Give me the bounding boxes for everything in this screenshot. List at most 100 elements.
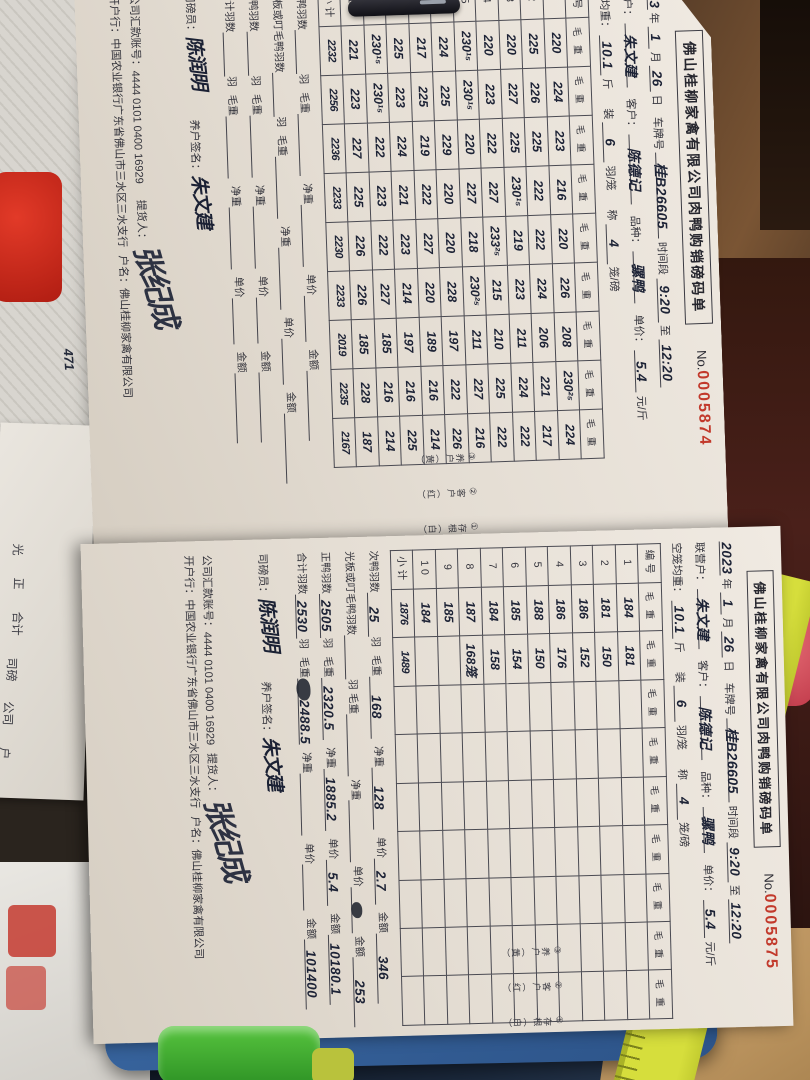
weight-cell[interactable]: 158 <box>482 634 507 685</box>
customer-value[interactable]: 陈德记 <box>628 134 645 204</box>
price-value[interactable]: 5.4 <box>702 900 720 939</box>
total-price[interactable] <box>232 297 248 343</box>
partner-value[interactable]: 朱文建 <box>694 588 714 650</box>
weight-cell[interactable]: 222 <box>490 412 514 462</box>
weight-cell[interactable]: 219 <box>412 121 436 171</box>
weight-cell[interactable] <box>551 681 576 731</box>
bare-price[interactable] <box>350 886 366 933</box>
weigher-signature[interactable]: 陈润明 <box>182 34 210 91</box>
cull-amount[interactable] <box>306 370 322 440</box>
prime-gross[interactable] <box>250 115 266 177</box>
cages-per-scale-value[interactable]: 4 <box>606 223 622 263</box>
weight-cell[interactable]: 227 <box>416 219 440 269</box>
weight-cell[interactable]: 229 <box>435 120 459 170</box>
weight-cell[interactable]: 233²⁵ <box>483 216 507 266</box>
prime-amount[interactable]: 10180.1 <box>327 934 344 1005</box>
weight-cell[interactable] <box>530 730 554 780</box>
weight-cell[interactable] <box>443 878 468 928</box>
weight-cell[interactable]: 224 <box>558 410 582 460</box>
weight-cell[interactable] <box>486 780 511 830</box>
subtotal-cell[interactable]: 2230 <box>326 222 350 272</box>
weight-cell[interactable]: 181 <box>617 631 642 681</box>
breed-value[interactable]: 骡鸭 <box>633 251 650 303</box>
total-net[interactable] <box>229 206 245 268</box>
weight-cell[interactable]: 221 <box>392 170 416 220</box>
weight-cell[interactable]: 220 <box>437 169 461 219</box>
subtotal-cell[interactable]: 2019 <box>329 320 353 370</box>
weight-cell[interactable]: 225 <box>525 117 549 167</box>
weight-cell[interactable] <box>468 974 493 1024</box>
bare-gross[interactable] <box>346 713 362 777</box>
subtotal-cell[interactable] <box>393 685 418 735</box>
weight-cell[interactable] <box>553 778 578 828</box>
weight-cell[interactable]: 222 <box>414 170 438 220</box>
weight-cell[interactable] <box>467 926 492 976</box>
weigher-signature[interactable]: 陈润明 <box>254 596 282 653</box>
weight-cell[interactable] <box>528 682 553 732</box>
weight-cell[interactable]: 223 <box>507 265 531 315</box>
weight-cell[interactable]: 224 <box>390 122 414 172</box>
total-gross[interactable] <box>226 116 242 178</box>
weight-cell[interactable] <box>573 681 598 731</box>
weight-cell[interactable]: 216 <box>376 367 400 417</box>
weight-cell[interactable] <box>485 731 509 781</box>
weight-cell[interactable] <box>506 682 531 732</box>
weight-cell[interactable] <box>461 684 486 734</box>
weight-cell[interactable] <box>446 975 471 1025</box>
weight-cell[interactable]: 214 <box>378 416 402 466</box>
weight-cell[interactable]: 189 <box>419 317 443 367</box>
weight-cell[interactable] <box>463 780 488 830</box>
subtotal-cell[interactable]: 2232 <box>319 26 343 76</box>
weight-cell[interactable] <box>445 926 469 976</box>
weight-cell[interactable]: 230¹⁵ <box>456 70 480 120</box>
month-value[interactable]: 1 <box>648 26 664 49</box>
plate-value[interactable]: 桂B26605 <box>724 718 744 803</box>
weight-cell[interactable]: 230²⁵ <box>462 266 486 316</box>
weight-cell[interactable]: 219 <box>506 216 530 266</box>
weight-cell[interactable] <box>511 876 536 926</box>
weight-cell[interactable]: 223 <box>343 74 367 124</box>
weight-cell[interactable]: 217 <box>409 23 433 73</box>
birds-per-cage-value[interactable]: 6 <box>602 122 618 162</box>
weight-cell[interactable]: 222 <box>528 215 552 265</box>
weight-cell[interactable]: 224 <box>530 264 554 314</box>
weight-cell[interactable]: 226 <box>523 68 547 118</box>
pickup-signature[interactable]: 张纪成 <box>127 241 183 332</box>
breed-value[interactable]: 骡鸭 <box>700 806 719 854</box>
weight-cell[interactable] <box>623 873 648 923</box>
bare-amount[interactable] <box>284 413 300 483</box>
month-value[interactable]: 1 <box>720 592 736 615</box>
weight-cell[interactable]: 211 <box>509 313 533 363</box>
weight-cell[interactable] <box>437 636 462 686</box>
bare-count[interactable] <box>272 72 288 116</box>
year-value[interactable]: 2023 <box>646 0 662 10</box>
weight-cell[interactable] <box>415 636 439 686</box>
weight-cell[interactable] <box>533 876 558 926</box>
weight-cell[interactable]: 225 <box>386 24 410 74</box>
weight-cell[interactable]: 150 <box>527 633 552 683</box>
total-price[interactable] <box>302 863 318 911</box>
weight-cell[interactable]: 168笼 <box>460 635 484 685</box>
weight-cell[interactable] <box>621 776 646 826</box>
day-value[interactable]: 26 <box>649 65 665 92</box>
plate-value[interactable]: 桂B26605 <box>655 152 673 238</box>
weight-cell[interactable]: 217 <box>535 411 559 461</box>
weight-cell[interactable]: 230²⁵ <box>556 361 580 411</box>
prime-gross[interactable]: 2320.5 <box>320 677 337 740</box>
weight-cell[interactable]: 230¹⁵ <box>366 73 390 123</box>
weight-cell[interactable]: 220 <box>457 119 481 169</box>
empty-cage-value[interactable]: 10.1 <box>599 35 615 75</box>
weight-cell[interactable]: 220 <box>544 18 568 68</box>
subtotal-cell[interactable]: 2167 <box>333 418 357 468</box>
weight-cell[interactable] <box>576 777 601 828</box>
weight-cell[interactable] <box>442 829 467 879</box>
weight-cell[interactable] <box>625 922 649 972</box>
cull-gross[interactable]: 168 <box>369 675 385 739</box>
total-amount[interactable]: 101400 <box>303 938 320 1010</box>
weight-cell[interactable]: 223 <box>388 73 412 123</box>
weight-cell[interactable] <box>422 927 447 977</box>
weight-cell[interactable]: 225 <box>488 363 512 413</box>
cull-amount[interactable]: 346 <box>375 932 392 1004</box>
weight-cell[interactable]: 224 <box>511 362 535 412</box>
bare-count[interactable] <box>344 635 360 680</box>
